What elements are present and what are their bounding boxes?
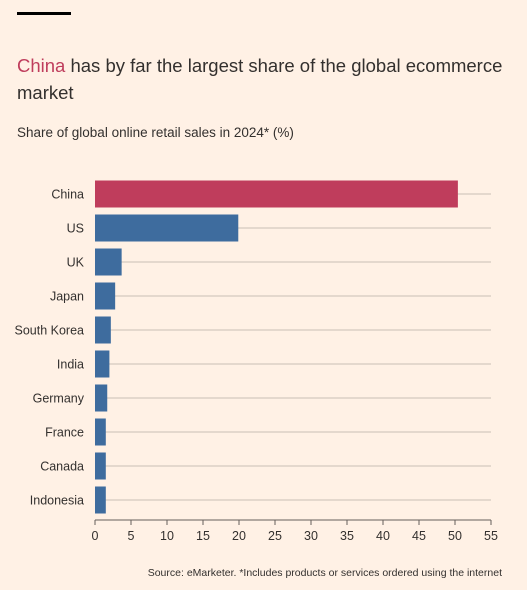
x-tick-label: 55 — [484, 529, 498, 543]
bar-us — [95, 214, 239, 242]
x-tick-label: 45 — [412, 529, 426, 543]
bar-france — [95, 418, 106, 446]
bar-south-korea — [95, 316, 111, 344]
x-tick-label: 5 — [128, 529, 135, 543]
category-label: UK — [67, 256, 85, 270]
source-note: Source: eMarketer. *Includes products or… — [147, 567, 502, 579]
category-label: Indonesia — [30, 494, 84, 508]
bar-uk — [95, 248, 122, 276]
x-tick-label: 40 — [376, 529, 390, 543]
title-highlight: China — [17, 55, 66, 76]
x-tick-label: 15 — [196, 529, 210, 543]
title-text: has by far the largest share of the glob… — [17, 55, 503, 103]
category-label: South Korea — [15, 324, 85, 338]
chart-subtitle: Share of global online retail sales in 2… — [17, 125, 294, 140]
x-tick-label: 30 — [304, 529, 318, 543]
x-tick-label: 0 — [92, 529, 99, 543]
x-tick-label: 25 — [268, 529, 282, 543]
top-rule — [17, 12, 71, 15]
bar-japan — [95, 282, 116, 310]
bar-canada — [95, 452, 106, 480]
bar-germany — [95, 384, 108, 412]
x-tick-label: 50 — [448, 529, 462, 543]
category-label: Germany — [33, 392, 85, 406]
x-tick-label: 20 — [232, 529, 246, 543]
x-tick-label: 10 — [160, 529, 174, 543]
bar-china — [95, 180, 458, 208]
category-label: China — [51, 188, 84, 202]
bar-indonesia — [95, 486, 106, 514]
category-label: Canada — [40, 460, 84, 474]
bar-chart: China US UK Japan South Korea India Germany Fra… — [15, 180, 498, 543]
category-label: France — [45, 426, 84, 440]
category-label: India — [57, 358, 84, 372]
bar-india — [95, 350, 110, 378]
category-label: Japan — [50, 290, 84, 304]
category-label: US — [67, 222, 84, 236]
x-tick-label: 35 — [340, 529, 354, 543]
chart-title: China has by far the largest share of th… — [17, 52, 517, 106]
